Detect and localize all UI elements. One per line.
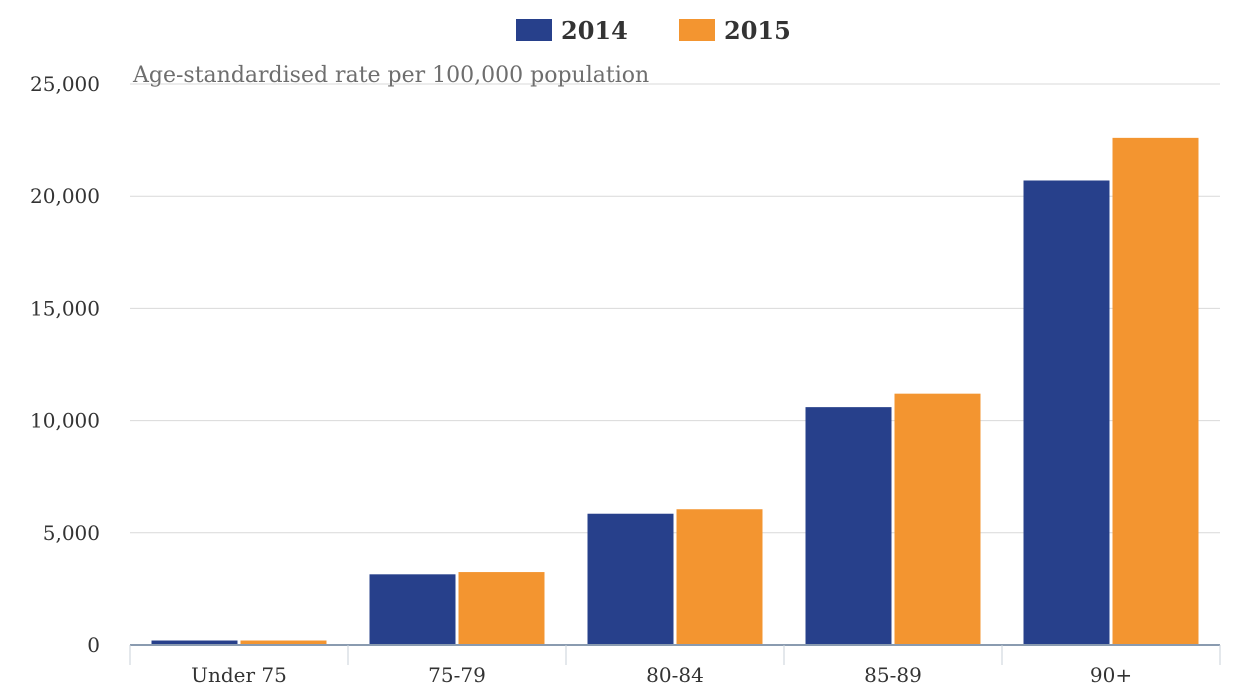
bar-2014-under-75 xyxy=(151,640,238,645)
y-tick-label: 15,000 xyxy=(30,296,100,320)
y-tick-label: 0 xyxy=(87,633,100,657)
x-category-label: 90+ xyxy=(1090,663,1132,687)
x-category-label: Under 75 xyxy=(191,663,287,687)
legend: 2014 2015 xyxy=(516,16,791,45)
bar-2014-75-79 xyxy=(369,574,456,645)
legend-label-2014: 2014 xyxy=(561,16,628,45)
bar-2015-75-79 xyxy=(458,572,545,645)
y-tick-label: 25,000 xyxy=(30,72,100,96)
chart-subtitle: Age-standardised rate per 100,000 popula… xyxy=(132,63,649,88)
bar-2014-90- xyxy=(1023,180,1110,645)
y-tick-label: 20,000 xyxy=(30,184,100,208)
y-tick-label: 5,000 xyxy=(43,521,100,545)
y-axis-tick-labels: 0 5,000 10,000 15,000 20,000 25,000 xyxy=(30,72,100,657)
bar-2015-85-89 xyxy=(894,393,981,645)
bar-2014-80-84 xyxy=(587,513,674,645)
bar-2015-under-75 xyxy=(240,640,327,645)
x-axis-category-labels: Under 75 75-79 80-84 85-89 90+ xyxy=(191,663,1132,687)
bar-2014-85-89 xyxy=(805,407,892,645)
y-tick-label: 10,000 xyxy=(30,409,100,433)
legend-swatch-2015 xyxy=(679,19,715,41)
x-category-label: 80-84 xyxy=(646,663,704,687)
legend-label-2015: 2015 xyxy=(724,16,791,45)
bar-2015-90- xyxy=(1112,137,1199,645)
x-category-label: 75-79 xyxy=(428,663,486,687)
x-axis-ticks xyxy=(129,645,1221,665)
x-category-label: 85-89 xyxy=(864,663,922,687)
bars xyxy=(151,137,1199,645)
bar-2015-80-84 xyxy=(676,509,763,645)
legend-swatch-2014 xyxy=(516,19,552,41)
